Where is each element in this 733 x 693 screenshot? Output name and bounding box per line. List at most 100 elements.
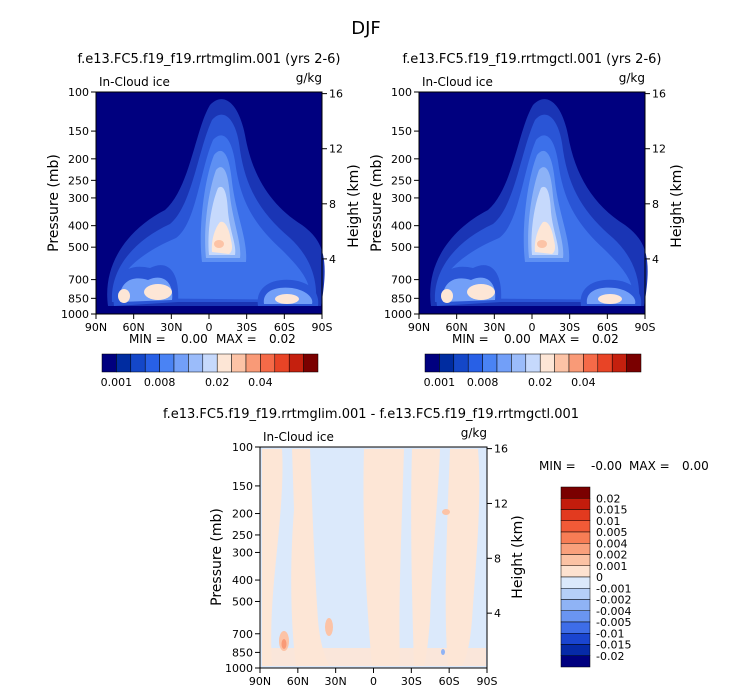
pressure-tick-label: 400 bbox=[232, 574, 253, 587]
contour-peak bbox=[214, 240, 224, 248]
colorbar-swatch bbox=[424, 353, 440, 373]
colorbar-swatch bbox=[560, 565, 591, 578]
latitude-tick-label: 60S bbox=[274, 321, 295, 334]
panel-2-y-axis-label: Pressure (mb) bbox=[369, 154, 385, 252]
latitude-tick-label: 60S bbox=[439, 675, 460, 688]
panel-2-min-label: MIN = bbox=[452, 332, 489, 346]
latitude-tick-label: 0 bbox=[370, 675, 377, 688]
panel-2-height-tick-labels: 16 12 8 4 bbox=[652, 88, 666, 266]
colorbar-swatch bbox=[560, 520, 591, 533]
colorbar-swatch bbox=[560, 576, 591, 589]
panel-3-max-value: 0.00 bbox=[682, 459, 709, 473]
colorbar-label: 0.02 bbox=[528, 376, 553, 389]
panel-2-right-axis-label: Height (km) bbox=[669, 164, 685, 247]
pressure-tick-label: 300 bbox=[232, 546, 253, 559]
pressure-tick-label: 1000 bbox=[61, 308, 89, 321]
pressure-tick-label: 200 bbox=[391, 153, 412, 166]
colorbar-swatch bbox=[188, 353, 204, 373]
contour-nh-peak-2 bbox=[441, 289, 453, 303]
colorbar-swatch bbox=[288, 353, 304, 373]
latitude-tick-label: 90S bbox=[635, 321, 656, 334]
colorbar-swatch bbox=[467, 353, 483, 373]
pressure-tick-label: 500 bbox=[391, 241, 412, 254]
pressure-tick-label: 150 bbox=[232, 480, 253, 493]
colorbar-label: 0.04 bbox=[571, 376, 596, 389]
colorbar-label: 0.01 bbox=[596, 515, 621, 528]
colorbar-swatch bbox=[260, 353, 276, 373]
colorbar-label: 0.002 bbox=[596, 549, 628, 562]
colorbar-label: 0.04 bbox=[248, 376, 273, 389]
pressure-tick-label: 100 bbox=[232, 441, 253, 454]
colorbar-label: 0.015 bbox=[596, 504, 628, 517]
latitude-tick-label: 30S bbox=[236, 321, 257, 334]
colorbar-label: 0.005 bbox=[596, 526, 628, 539]
panel-3-height-tick-labels: 16 12 8 4 bbox=[494, 443, 508, 621]
pressure-tick-label: 300 bbox=[68, 192, 89, 205]
panel-1-max-label: MAX = bbox=[216, 332, 257, 346]
positive-band-3 bbox=[363, 449, 404, 666]
height-tick-label: 8 bbox=[652, 198, 659, 211]
colorbar-label: 0.008 bbox=[144, 376, 176, 389]
pressure-tick-label: 150 bbox=[391, 125, 412, 138]
colorbar-swatch bbox=[274, 353, 290, 373]
pressure-tick-label: 300 bbox=[391, 192, 412, 205]
latitude-tick-label: 30S bbox=[559, 321, 580, 334]
panel-3-units-label: g/kg bbox=[461, 426, 487, 440]
positive-band-6 bbox=[262, 648, 486, 666]
panel-2-units-label: g/kg bbox=[619, 71, 645, 85]
latitude-tick-label: 0 bbox=[206, 321, 213, 334]
pressure-tick-label: 200 bbox=[68, 153, 89, 166]
pressure-tick-label: 850 bbox=[68, 292, 89, 305]
latitude-tick-label: 30S bbox=[401, 675, 422, 688]
latitude-tick-label: 60N bbox=[123, 321, 145, 334]
colorbar-swatch bbox=[560, 621, 591, 634]
height-tick-label: 16 bbox=[494, 443, 508, 456]
pressure-tick-label: 500 bbox=[232, 595, 253, 608]
colorbar-swatch bbox=[511, 353, 527, 373]
colorbar-swatch bbox=[159, 353, 175, 373]
colorbar-label: -0.005 bbox=[596, 616, 631, 629]
height-tick-label: 16 bbox=[329, 88, 343, 101]
panel-3-min-label: MIN = bbox=[539, 459, 576, 473]
contour-nh-peak-1 bbox=[144, 284, 172, 300]
panel-2-max-value: 0.02 bbox=[592, 332, 619, 346]
panel-2-pressure-tick-labels: 100 150 200 250 300 400 500 700 850 1000 bbox=[384, 86, 412, 321]
panel-1-plot-area bbox=[91, 91, 327, 319]
panel-1-units-label: g/kg bbox=[296, 71, 322, 85]
contour-nh-peak-1 bbox=[467, 284, 495, 300]
pressure-tick-label: 200 bbox=[232, 508, 253, 521]
colorbar-swatch bbox=[560, 498, 591, 510]
colorbar-label: 0.02 bbox=[205, 376, 230, 389]
panel-3-contours bbox=[262, 449, 486, 666]
contour-sh-peak bbox=[275, 294, 299, 304]
panel-1-max-value: 0.02 bbox=[269, 332, 296, 346]
colorbar-label: 0.008 bbox=[467, 376, 499, 389]
pressure-tick-label: 250 bbox=[391, 174, 412, 187]
colorbar-swatch bbox=[439, 353, 455, 373]
positive-spot-1 bbox=[442, 509, 450, 515]
colorbar-label: 0.001 bbox=[101, 376, 133, 389]
colorbar-swatch bbox=[173, 353, 189, 373]
latitude-tick-label: 30N bbox=[160, 321, 182, 334]
colorbar-swatch bbox=[560, 531, 591, 544]
panel-1-min-value: 0.00 bbox=[181, 332, 208, 346]
panel-3-variable-label: In-Cloud ice bbox=[263, 430, 334, 444]
colorbar-swatch bbox=[539, 353, 555, 373]
colorbar-swatch bbox=[482, 353, 498, 373]
colorbar-swatch bbox=[560, 543, 591, 555]
colorbar-swatch bbox=[130, 353, 146, 373]
panel-1-y-axis-label: Pressure (mb) bbox=[46, 154, 62, 252]
panel-2-contours bbox=[430, 99, 648, 307]
height-tick-label: 16 bbox=[652, 88, 666, 101]
figure-title: DJF bbox=[351, 18, 381, 39]
panel-1-min-label: MIN = bbox=[129, 332, 166, 346]
latitude-tick-label: 90S bbox=[312, 321, 333, 334]
colorbar-swatch bbox=[554, 353, 570, 373]
latitude-tick-label: 30N bbox=[325, 675, 347, 688]
contour-peak bbox=[537, 240, 547, 248]
pressure-tick-label: 700 bbox=[391, 274, 412, 287]
panel-1-contours bbox=[107, 99, 325, 307]
pressure-tick-label: 850 bbox=[232, 646, 253, 659]
panel-3-pressure-tick-labels: 100 150 200 250 300 400 500 700 850 1000 bbox=[225, 441, 253, 675]
panel-2-plot-area bbox=[414, 91, 650, 319]
